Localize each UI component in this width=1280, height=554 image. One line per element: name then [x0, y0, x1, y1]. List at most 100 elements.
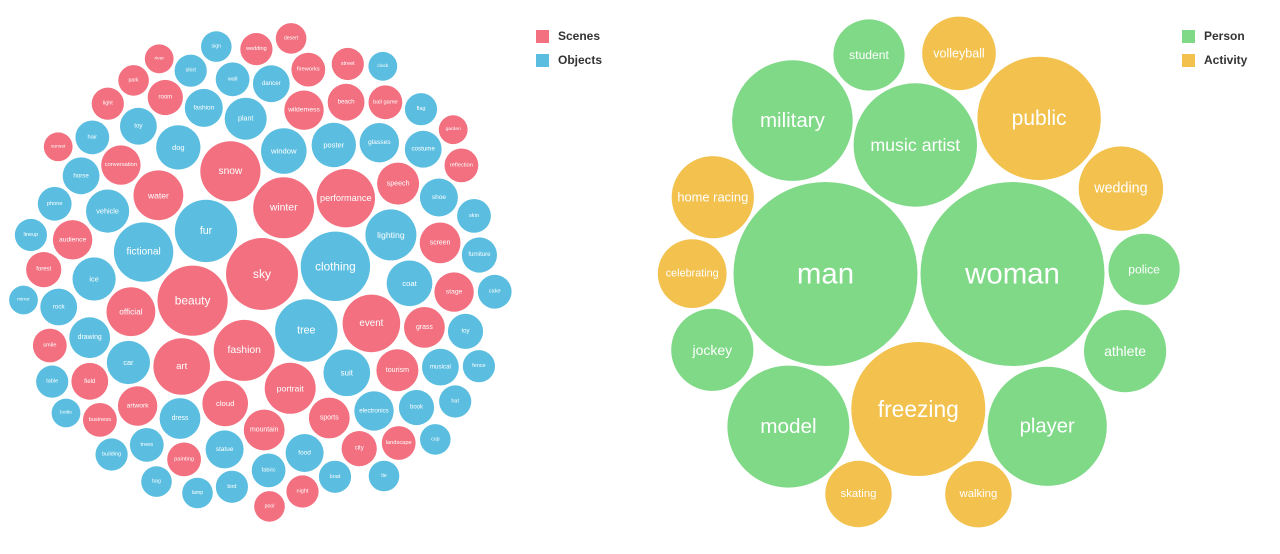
legend-label-person: Person [1204, 29, 1245, 43]
bubble-volleyball: volleyball [922, 16, 996, 91]
bubble-circle-person [853, 83, 977, 207]
bubble-ball-game: ball game [368, 85, 403, 120]
bubble-circle-scenes [377, 162, 420, 205]
bubble-desert: desert [275, 23, 307, 54]
bubble-circle-activity [922, 16, 996, 91]
bubble-circle-objects [439, 385, 472, 418]
bubble-costume: costume [404, 130, 442, 168]
bubble-light: light [91, 87, 124, 120]
bubble-circle-objects [37, 186, 72, 221]
bubble-smile: smile [32, 328, 67, 363]
bubble-lighting: lighting [365, 209, 417, 261]
bubble-circle-objects [323, 349, 371, 397]
bubble-fence: fence [462, 350, 495, 383]
legend-item-objects: Objects [536, 48, 602, 72]
bubble-circle-scenes [404, 307, 445, 348]
bubble-circle-scenes [275, 23, 307, 54]
bubble-performance: performance [316, 169, 375, 228]
bubble-electronics: electronics [354, 391, 394, 431]
bubble-fashion: fashion [213, 319, 275, 381]
bubble-river: river [144, 44, 174, 74]
bubble-circle-activity [851, 342, 986, 476]
bubble-wilderness: wilderness [284, 90, 324, 130]
bubble-statue: statue [205, 430, 244, 469]
bubble-circle-person [1108, 233, 1180, 305]
legend-item-person: Person [1182, 24, 1247, 48]
bubble-circle-scenes [284, 90, 324, 130]
bubble-circle-objects [462, 350, 495, 383]
legend-label-objects: Objects [558, 53, 603, 67]
bubble-circle-objects [51, 398, 81, 428]
bubble-mountain: mountain [243, 409, 285, 451]
bubble-circle-objects [9, 285, 38, 315]
bubble-clock: clock [368, 51, 398, 81]
bubble-circle-objects [354, 391, 394, 431]
bubble-hair: hair [75, 120, 110, 155]
bubble-winter: winter [253, 177, 315, 239]
bubble-screen: screen [419, 222, 461, 264]
bubble-circle-scenes [213, 319, 275, 381]
bubble-circle-objects [182, 477, 213, 509]
bubble-athlete: athlete [1084, 310, 1167, 393]
bubble-circle-objects [215, 62, 250, 97]
bubble-circle-scenes [144, 44, 174, 74]
bubble-circle-scenes [254, 491, 285, 522]
bubble-circle-scenes [419, 222, 461, 264]
bubble-circle-objects [252, 65, 290, 103]
bubble-skating: skating [825, 460, 892, 528]
bubble-tie: tie [368, 460, 400, 492]
bubble-portrait: portrait [264, 362, 316, 414]
bubble-circle-scenes [308, 397, 350, 439]
bubble-student: student [833, 19, 905, 91]
bubble-circle-objects [368, 51, 398, 81]
bubble-boat: boat [318, 460, 352, 493]
bubble-circle-objects [261, 128, 307, 174]
bubble-circle-person [1084, 310, 1167, 393]
bubble-circle-scenes [341, 431, 377, 467]
bubble-circle-objects [205, 430, 244, 469]
bubble-circle-person [733, 182, 918, 366]
bubble-toy: toy [447, 313, 484, 349]
bubble-drawing: drawing [69, 317, 111, 359]
bubble-circle-objects [14, 218, 47, 252]
bubble-dancer: dancer [252, 65, 290, 103]
bubble-circle-objects [174, 199, 238, 263]
bubble-circle-scenes [291, 52, 326, 87]
bubble-circle-scenes [91, 87, 124, 120]
bubble-suit: suit [323, 349, 371, 397]
bubble-circle-activity [825, 460, 892, 528]
bubble-circle-objects [36, 365, 69, 398]
bubble-player: player [987, 366, 1107, 486]
bubble-circle-objects [75, 120, 110, 155]
bubble-circle-activity [671, 156, 754, 239]
bubble-ice: ice [72, 257, 116, 301]
bubble-circle-person [987, 366, 1107, 486]
bubble-circle-objects [404, 93, 438, 126]
legend-swatch-scenes [536, 29, 549, 43]
bubble-circle-scenes [438, 115, 468, 145]
bubble-circle-scenes [167, 442, 202, 477]
bubble-circle-scenes [117, 386, 158, 426]
bubble-phone: phone [37, 186, 72, 221]
bubble-circle-objects [457, 199, 491, 233]
bubble-book: book [398, 389, 435, 426]
bubble-circle-scenes [157, 265, 228, 336]
bubble-military: military [732, 60, 853, 181]
bubble-bottle: bottle [51, 398, 81, 428]
bubble-plant: plant [224, 97, 267, 140]
bubble-room: room [147, 79, 183, 116]
bubble-circle-scenes [434, 272, 474, 312]
bubble-fabric: fabric [251, 453, 286, 488]
bubble-circle-scenes [106, 287, 156, 337]
bubble-circle-scenes [133, 170, 184, 221]
bubble-beauty: beauty [157, 265, 228, 336]
bubble-circle-objects [119, 107, 157, 145]
bubble-pool: pool [254, 491, 285, 522]
bubble-forest: forest [26, 252, 62, 288]
legend-swatch-person [1182, 29, 1195, 43]
bubble-circle-objects [477, 274, 512, 309]
bubble-circle-objects [422, 348, 459, 386]
bubble-circle-objects [386, 260, 433, 307]
bubble-circle-objects [184, 88, 223, 127]
bubble-circle-objects [224, 97, 267, 140]
